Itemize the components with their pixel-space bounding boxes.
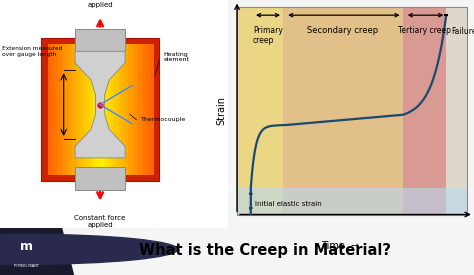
Bar xyxy=(75,29,125,51)
Bar xyxy=(237,188,467,214)
Bar xyxy=(131,44,136,175)
Bar xyxy=(142,44,146,175)
Bar xyxy=(86,44,91,175)
Bar xyxy=(128,44,133,175)
Text: Secondary creep: Secondary creep xyxy=(307,26,378,35)
Bar xyxy=(48,44,53,175)
Bar xyxy=(402,7,446,214)
Polygon shape xyxy=(0,228,73,275)
Bar xyxy=(82,44,87,175)
Bar xyxy=(69,44,73,175)
Bar xyxy=(110,44,115,175)
Text: Thermocouple: Thermocouple xyxy=(141,117,186,122)
Bar xyxy=(138,44,143,175)
Bar xyxy=(58,44,63,175)
Bar xyxy=(93,44,98,175)
Text: Tertiary creep: Tertiary creep xyxy=(398,26,451,35)
Text: Extension measured
over gauge length: Extension measured over gauge length xyxy=(2,46,63,57)
Bar xyxy=(149,44,154,175)
Text: Initial elastic strain: Initial elastic strain xyxy=(255,201,322,207)
Bar xyxy=(76,44,80,175)
Text: Strain: Strain xyxy=(216,96,226,125)
Bar xyxy=(237,7,283,214)
Circle shape xyxy=(0,234,178,264)
Bar xyxy=(75,167,125,190)
Bar xyxy=(79,44,84,175)
Bar xyxy=(135,44,140,175)
Text: Primary
creep: Primary creep xyxy=(253,26,283,45)
Bar xyxy=(55,44,59,175)
Text: What is the Creep in Material?: What is the Creep in Material? xyxy=(139,243,392,258)
Bar xyxy=(62,44,66,175)
Bar xyxy=(125,44,129,175)
Bar xyxy=(97,44,101,175)
Bar xyxy=(283,7,402,214)
Bar xyxy=(100,44,105,175)
Bar xyxy=(41,38,159,181)
Text: PIPING MART: PIPING MART xyxy=(14,264,38,268)
Bar xyxy=(446,7,467,214)
Bar xyxy=(104,44,108,175)
Bar xyxy=(90,44,94,175)
Bar xyxy=(72,44,77,175)
Polygon shape xyxy=(75,51,125,158)
Bar xyxy=(121,44,126,175)
Bar xyxy=(51,44,56,175)
Bar xyxy=(118,44,122,175)
Text: Constant force
applied: Constant force applied xyxy=(74,0,126,8)
Text: Failure: Failure xyxy=(451,27,474,36)
Text: m: m xyxy=(19,240,33,254)
Bar xyxy=(114,44,118,175)
Bar xyxy=(65,44,70,175)
Bar xyxy=(107,44,112,175)
Text: Time  →: Time → xyxy=(321,241,360,252)
Text: Heating
element: Heating element xyxy=(164,52,190,62)
Text: Constant force
applied: Constant force applied xyxy=(74,215,126,228)
Bar xyxy=(146,44,150,175)
